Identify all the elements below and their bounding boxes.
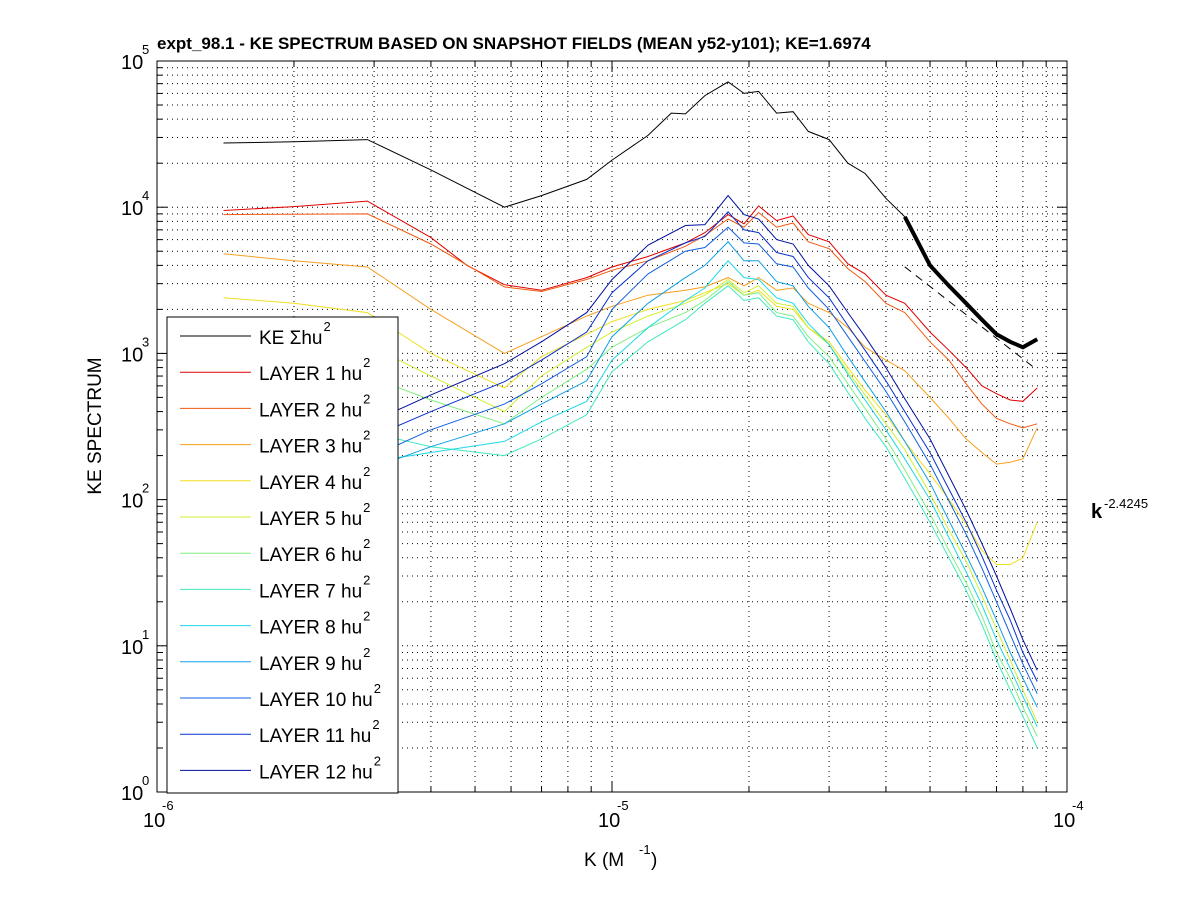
series-line-layer-10 (223, 226, 1038, 694)
y-tick-label-exponent: 5 (142, 42, 149, 57)
legend-label-exponent: 2 (372, 717, 379, 732)
legend-label: LAYER 9 hu (259, 654, 362, 675)
y-tick-label-base: 10 (121, 198, 143, 220)
ke-fit-range-highlight (903, 215, 1039, 350)
series-line-ke (223, 81, 1038, 348)
series-line-layer-12 (223, 194, 1038, 671)
x-tick-label-exponent: -4 (1072, 798, 1084, 813)
legend-label-exponent: 2 (363, 355, 370, 370)
x-tick-label-base: 10 (143, 810, 165, 832)
fit-line (904, 266, 1038, 371)
legend-label-exponent: 2 (363, 536, 370, 551)
slope-annotation-base: k (1091, 501, 1103, 523)
legend-label-exponent: 2 (363, 572, 370, 587)
axis-ticks (157, 61, 1067, 792)
series-line-layer-8 (223, 260, 1038, 727)
y-tick-label-exponent: 0 (142, 773, 149, 788)
y-tick-label-base: 10 (121, 52, 143, 74)
legend-label: KE Σhu (259, 328, 323, 349)
legend-label: LAYER 1 hu (259, 364, 362, 385)
slope-annotation: k -2.4245 (1091, 496, 1148, 523)
y-tick-label-base: 10 (121, 783, 143, 805)
series-line-layer-6 (223, 280, 1038, 737)
series-line-layer-5 (223, 278, 1038, 723)
legend-label-exponent: 2 (363, 428, 370, 443)
y-axis-label: KE SPECTRUM (85, 357, 106, 494)
series-line-layer-7 (223, 285, 1038, 749)
legend-label: LAYER 7 hu (259, 581, 362, 602)
legend-label: LAYER 3 hu (259, 437, 362, 458)
y-tick-label-exponent: 1 (142, 627, 149, 642)
x-tick-label-base: 10 (598, 810, 620, 832)
series-lines (223, 81, 1039, 749)
x-axis-label-exponent: -1 (639, 842, 651, 857)
series-line-layer-1 (223, 200, 1038, 402)
legend-label-exponent: 2 (363, 391, 370, 406)
legend-label-exponent: 2 (363, 500, 370, 515)
legend-label: LAYER 4 hu (259, 473, 362, 494)
x-tick-label-base: 10 (1053, 810, 1075, 832)
y-tick-label-exponent: 3 (142, 334, 149, 349)
legend-label-exponent: 2 (374, 681, 381, 696)
legend-label: LAYER 8 hu (259, 618, 362, 639)
legend-label: LAYER 5 hu (259, 509, 362, 530)
series-line-layer-3 (223, 253, 1038, 465)
legend-label: LAYER 10 hu (259, 690, 373, 711)
y-tick-label-base: 10 (121, 344, 143, 366)
x-tick-labels: 10-610-510-4 (143, 798, 1084, 832)
legend-label-exponent: 2 (363, 464, 370, 479)
y-tick-label-base: 10 (121, 637, 143, 659)
x-tick-label-exponent: -6 (162, 798, 174, 813)
chart-title: expt_98.1 - KE SPECTRUM BASED ON SNAPSHO… (157, 34, 871, 53)
grid-lines (157, 61, 1067, 792)
slope-annotation-exponent: -2.4245 (1104, 496, 1148, 511)
legend-box (166, 316, 399, 794)
series-line-layer-11 (223, 211, 1038, 682)
x-axis-label: K (M -1 ) (584, 842, 657, 871)
x-axis-label-close: ) (651, 850, 657, 871)
y-tick-label-base: 10 (121, 491, 143, 513)
legend-label: LAYER 6 hu (259, 545, 362, 566)
y-tick-label-exponent: 4 (142, 188, 149, 203)
series-line-layer-9 (223, 241, 1038, 708)
fit-line-dashed (904, 266, 1038, 371)
legend-label-exponent: 2 (374, 753, 381, 768)
legend-label-exponent: 2 (324, 319, 331, 334)
legend-label-exponent: 2 (363, 609, 370, 624)
x-tick-label-exponent: -5 (617, 798, 629, 813)
series-line-layer-2 (223, 211, 1038, 429)
y-tick-label-exponent: 2 (142, 481, 149, 496)
legend-label: LAYER 2 hu (259, 400, 362, 421)
legend-label-exponent: 2 (363, 645, 370, 660)
x-axis-label-text: K (M (584, 850, 624, 871)
legend-label: LAYER 11 hu (259, 726, 371, 747)
legend-label: LAYER 12 hu (259, 762, 373, 783)
